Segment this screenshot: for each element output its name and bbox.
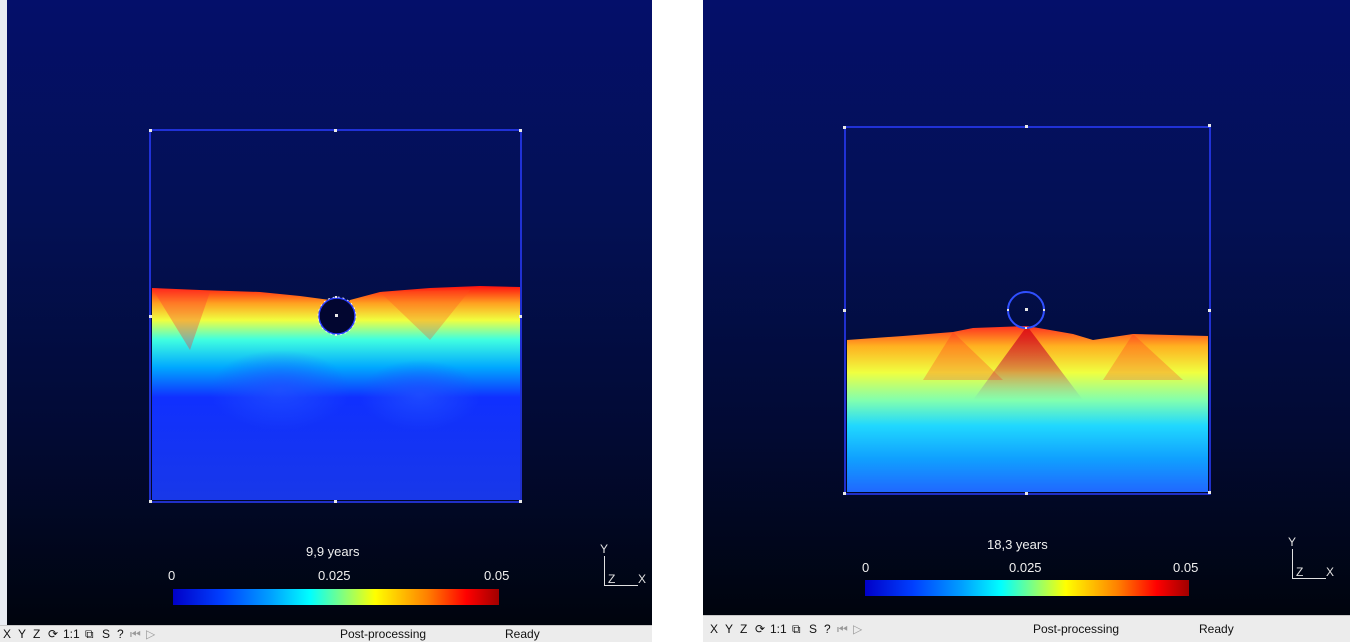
colorbar-min-label: 0 [862,560,870,575]
help-button[interactable]: ? [117,627,124,641]
help-button[interactable]: ? [824,622,831,636]
field-artifact [210,350,350,430]
status-label: Ready [1199,622,1234,636]
node [149,500,152,503]
mode-label: Post-processing [1033,622,1120,636]
s-button[interactable]: S [809,622,818,636]
right-view-panel: 18,3 years 0 0.025 0.05 Y Z X X Y Z ⟳ 1:… [703,0,1350,642]
mesh-nodes [843,124,1211,495]
node [1208,124,1211,127]
view-y-button[interactable]: Y [725,622,734,636]
node [1007,309,1009,311]
tunnel-outline [317,296,357,336]
node [1025,327,1027,329]
axis-x-label: X [638,572,647,586]
colorbar-max-label: 0.05 [1173,560,1199,575]
saturation-field [847,326,1208,492]
colorbar-mid-label: 0.025 [1009,560,1042,575]
axis-y-line [604,556,605,586]
play-icon[interactable]: ▷ [853,622,863,636]
node [843,126,846,129]
status-label: Ready [505,627,540,641]
time-label: 18,3 years [987,537,1048,552]
view-x-button[interactable]: X [3,627,12,641]
field-artifact [152,288,210,350]
axis-y-label: Y [600,542,609,556]
node [149,129,152,132]
mode-label: Post-processing [340,627,427,641]
node [843,309,846,312]
view-z-button[interactable]: Z [740,622,748,636]
node [1208,491,1211,494]
status-bar: X Y Z ⟳ 1:1 ⧉ S ? ⏮ ▷ Post-processing Re… [0,625,652,642]
axis-triad: Y Z X [1288,535,1336,581]
axis-z-label: Z [1296,565,1304,579]
axis-y-line [1292,549,1293,579]
field-artifact [923,332,1003,380]
axis-x-line [604,585,638,586]
colorbar-mid-label: 0.025 [318,568,351,583]
node [1025,125,1028,128]
node [519,315,522,318]
node [334,129,337,132]
field-artifact [973,326,1083,400]
right-model-drawing [843,124,1211,495]
status-bar: X Y Z ⟳ 1:1 ⧉ S ? ⏮ ▷ Post-processing Re… [703,615,1350,642]
node [843,492,846,495]
colorbar-max-label: 0.05 [484,568,510,583]
left-3d-viewport[interactable]: 9,9 years 0 0.025 0.05 Y Z X [0,0,652,626]
mesh-nodes [149,129,522,503]
axis-x-label: X [1326,565,1335,579]
node [1025,308,1028,311]
view-z-button[interactable]: Z [33,627,41,641]
bounding-box-icon[interactable]: ⧉ [792,622,801,636]
colorbar-min-label: 0 [168,568,176,583]
first-step-icon[interactable]: ⏮ [130,627,141,641]
node [519,500,522,503]
field-artifact [360,360,480,430]
field-artifact [1103,334,1183,380]
colorbar [865,580,1189,596]
field-artifact [380,290,470,340]
rotate-icon[interactable]: ⟳ [48,627,59,641]
scale-1-1-button[interactable]: 1:1 [770,622,787,636]
node [334,500,337,503]
node [1043,309,1045,311]
node [335,296,337,298]
axis-z-label: Z [608,572,616,586]
node [335,334,337,336]
time-label: 9,9 years [306,544,360,559]
view-x-button[interactable]: X [710,622,719,636]
node [519,129,522,132]
rotate-icon[interactable]: ⟳ [755,622,766,636]
right-3d-viewport[interactable]: 18,3 years 0 0.025 0.05 Y Z X [703,0,1350,616]
left-model-drawing [149,129,522,503]
axis-x-line [1292,578,1326,579]
scale-1-1-button[interactable]: 1:1 [63,627,80,641]
play-icon[interactable]: ▷ [146,627,156,641]
node [149,315,152,318]
axis-triad: Y Z X [600,542,648,588]
node [335,314,338,317]
colorbar [173,589,499,605]
axis-y-label: Y [1288,535,1297,549]
node [1025,492,1028,495]
window-edge [0,0,7,626]
s-button[interactable]: S [102,627,111,641]
view-y-button[interactable]: Y [18,627,27,641]
first-step-icon[interactable]: ⏮ [837,622,848,636]
node [1208,309,1211,312]
left-view-panel: 9,9 years 0 0.025 0.05 Y Z X X Y Z ⟳ 1:1… [0,0,652,642]
bounding-box-icon[interactable]: ⧉ [85,627,94,641]
